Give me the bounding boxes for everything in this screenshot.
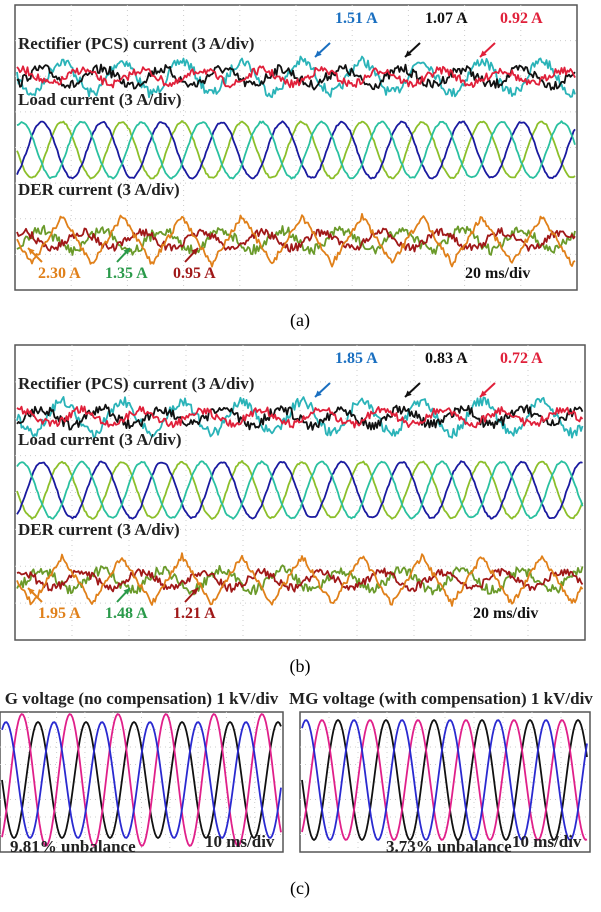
current-value: 1.48 A — [105, 605, 148, 622]
figure: Rectifier (PCS) current (3 A/div) Load cu… — [0, 0, 601, 912]
caption: (c) — [290, 878, 310, 899]
current-value: 1.21 A — [173, 605, 216, 622]
time-division: 20 ms/div — [465, 265, 530, 282]
unbalance-label: 9.81% unbalance — [10, 837, 136, 856]
caption: (a) — [290, 310, 310, 331]
current-value: 1.85 A — [335, 350, 378, 367]
channel-label: DER current (3 A/div) — [18, 520, 180, 539]
current-value: 0.72 A — [500, 350, 543, 367]
channel-label: Rectifier (PCS) current (3 A/div) — [18, 34, 254, 53]
current-value: 1.07 A — [425, 10, 468, 27]
voltage-title: MG voltage (with compensation) 1 kV/div — [289, 689, 593, 708]
channel-label: Load current (3 A/div) — [18, 90, 182, 109]
current-value: 1.95 A — [38, 605, 81, 622]
channel-label: DER current (3 A/div) — [18, 180, 180, 199]
caption: (b) — [290, 656, 311, 677]
channel-label: Load current (3 A/div) — [18, 430, 182, 449]
channel-label: Rectifier (PCS) current (3 A/div) — [18, 374, 254, 393]
voltage-title: G voltage (no compensation) 1 kV/div — [5, 689, 279, 708]
time-division: 10 ms/div — [512, 832, 582, 851]
current-value: 1.51 A — [335, 10, 378, 27]
unbalance-label: 3.73% unbalance — [386, 837, 512, 856]
current-value: 0.92 A — [500, 10, 543, 27]
time-division: 10 ms/div — [205, 832, 275, 851]
current-value: 0.83 A — [425, 350, 468, 367]
current-value: 0.95 A — [173, 265, 216, 282]
time-division: 20 ms/div — [473, 605, 538, 622]
current-value: 1.35 A — [105, 265, 148, 282]
current-value: 2.30 A — [38, 265, 81, 282]
